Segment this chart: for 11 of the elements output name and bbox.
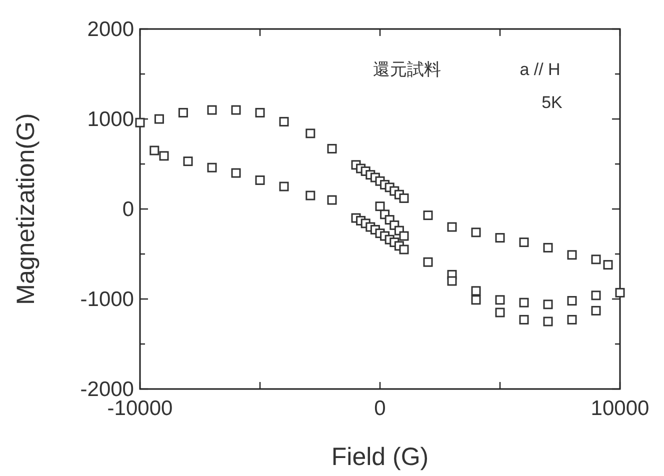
y-tick-label: 2000 <box>87 18 134 41</box>
x-axis-title: Field (G) <box>331 443 429 471</box>
x-tick-label: 0 <box>374 397 386 420</box>
x-tick-label: 10000 <box>590 397 650 420</box>
annotation: a // H <box>520 60 560 79</box>
y-tick-label: 0 <box>122 198 134 221</box>
y-tick-label: -1000 <box>80 288 134 311</box>
y-axis-title: Magnetization(G) <box>12 113 40 305</box>
annotation: 5K <box>542 93 564 112</box>
annotation: 還元試料 <box>373 60 441 79</box>
y-tick-label: 1000 <box>87 108 134 131</box>
